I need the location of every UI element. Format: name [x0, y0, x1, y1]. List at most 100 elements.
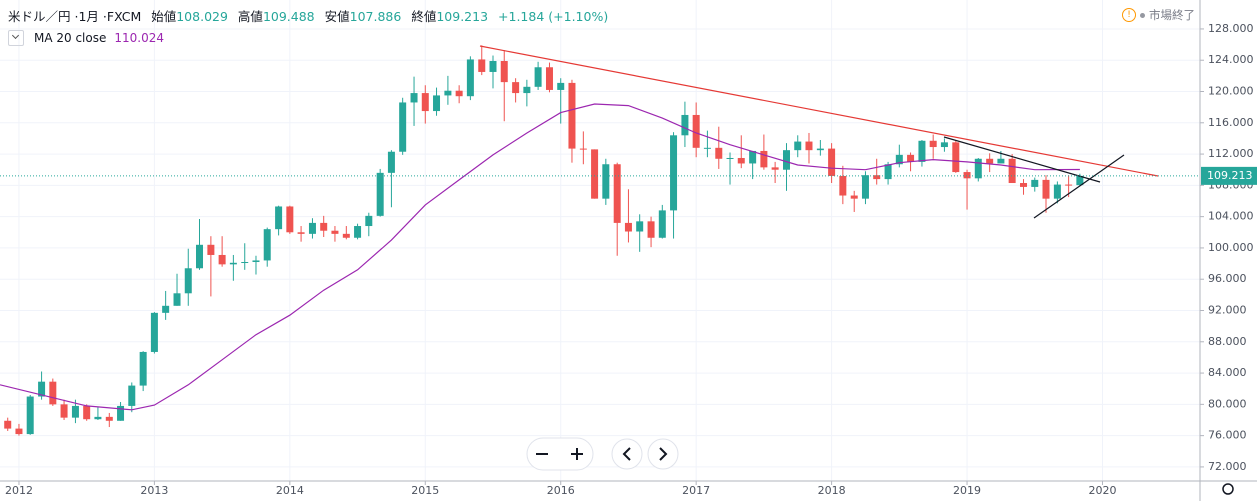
candle-body — [1020, 183, 1028, 187]
y-tick-label: 92.000 — [1208, 303, 1247, 316]
candle-body — [387, 151, 395, 173]
last-price-box — [1201, 166, 1257, 185]
candle-body — [1031, 179, 1039, 187]
candle-body — [342, 233, 350, 238]
market-status: ! 市場終了 — [1122, 7, 1195, 23]
candle-body — [703, 147, 711, 149]
candle-body — [308, 222, 316, 234]
candle-body — [997, 158, 1005, 164]
candle-body — [49, 381, 57, 405]
candle-body — [839, 175, 847, 196]
scroll-left[interactable] — [611, 438, 643, 470]
candle-body — [929, 140, 937, 148]
candle-body — [816, 148, 824, 151]
ohlc-value: 107.886 — [349, 9, 402, 24]
y-tick-label: 112.000 — [1208, 147, 1254, 160]
candle-body — [207, 244, 215, 255]
candle-body — [805, 141, 813, 151]
collapse-button[interactable] — [8, 30, 24, 46]
candle-body — [918, 140, 926, 162]
candle-body — [568, 82, 576, 149]
candle-body — [162, 305, 170, 313]
y-tick-label: 84.000 — [1208, 366, 1247, 379]
candle-body — [602, 164, 610, 199]
candle-body — [873, 175, 881, 180]
candle-body — [579, 148, 587, 150]
candle-body — [523, 86, 531, 94]
y-tick-label: 116.000 — [1208, 116, 1254, 129]
candle-body — [71, 405, 79, 418]
candle-body — [83, 405, 91, 420]
candle-body — [1076, 175, 1084, 186]
candle-body — [613, 164, 621, 223]
status-icon: ! — [1122, 8, 1136, 22]
candle-body — [624, 222, 632, 232]
candle-body — [354, 226, 362, 238]
candle-body — [861, 175, 869, 199]
y-tick-label: 80.000 — [1208, 397, 1247, 410]
candle-body — [286, 206, 294, 233]
x-tick-label: 2013 — [140, 484, 168, 497]
candle-body — [489, 61, 497, 72]
candle-body — [963, 172, 971, 179]
nav-buttons — [526, 437, 679, 471]
candle-body — [410, 93, 418, 103]
candle-body — [545, 67, 553, 90]
candle-body — [218, 254, 226, 265]
candle-body — [229, 262, 237, 265]
candle-body — [715, 147, 723, 159]
ohlc-value: 109.213 — [436, 9, 489, 24]
candle-body — [974, 158, 982, 179]
candle-body — [365, 215, 373, 227]
trend-line — [1033, 154, 1125, 219]
y-tick-label: 76.000 — [1208, 429, 1247, 442]
candle-body — [444, 90, 452, 96]
interval: 1月 — [71, 9, 99, 24]
candle-body — [38, 381, 46, 397]
symbol: 米ドル／円 — [8, 9, 71, 24]
candle-body — [105, 416, 113, 421]
candle-body — [376, 172, 384, 216]
scroll-left-icon — [622, 447, 631, 461]
candle-body — [828, 148, 836, 176]
candle-body — [1053, 184, 1061, 199]
x-tick-label: 2020 — [1088, 484, 1116, 497]
candle-body — [940, 142, 948, 148]
settings-icon[interactable] — [1222, 483, 1234, 495]
status-text: 市場終了 — [1149, 8, 1195, 22]
ohlc-label: 始値 — [151, 9, 177, 24]
candle-body — [647, 221, 655, 238]
candle-body — [94, 416, 102, 420]
candle-body — [150, 312, 158, 352]
scroll-right[interactable] — [647, 438, 679, 470]
candle-body — [399, 102, 407, 152]
indicator-legend: MA 20 close 110.024 — [8, 30, 164, 46]
candle-body — [128, 385, 136, 406]
candle-body — [771, 167, 779, 170]
ohlc-label: 安値 — [324, 9, 350, 24]
candle-body — [884, 164, 892, 180]
y-tick-label: 88.000 — [1208, 335, 1247, 348]
candle-body — [692, 114, 700, 148]
ma-line — [0, 103, 1080, 411]
x-tick-label: 2012 — [5, 484, 33, 497]
candle-body — [512, 82, 520, 94]
candle-body — [952, 142, 960, 173]
candle-body — [173, 293, 181, 306]
candle-body — [117, 405, 125, 421]
candle-body — [421, 93, 429, 112]
y-tick-label: 128.000 — [1208, 22, 1254, 35]
candle-body — [139, 351, 147, 386]
y-tick-label: 120.000 — [1208, 85, 1254, 98]
candle-body — [433, 95, 441, 112]
candle-body — [760, 150, 768, 168]
ohlc-label: 終値 — [411, 9, 437, 24]
candle-body — [60, 404, 68, 418]
candle-body — [557, 82, 565, 90]
plot-area — [0, 0, 1200, 481]
gear[interactable] — [1222, 483, 1234, 495]
candle-body — [297, 232, 305, 234]
candle-body — [737, 157, 745, 164]
